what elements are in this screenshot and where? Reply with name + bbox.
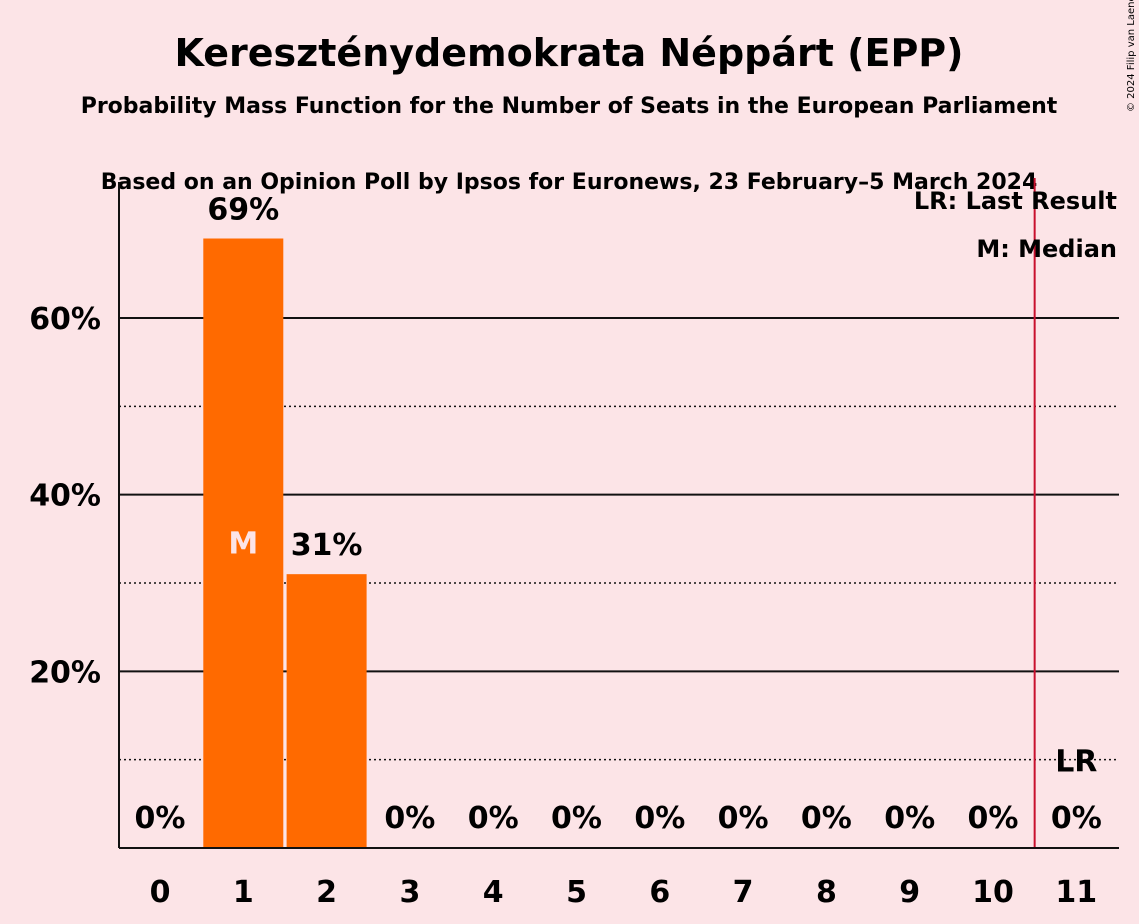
y-tick-label: 40% <box>29 479 101 514</box>
x-tick-label: 6 <box>649 875 670 910</box>
chart-subtitle: Probability Mass Function for the Number… <box>81 94 1058 119</box>
x-tick-label: 7 <box>733 875 754 910</box>
axes: 20% 40% 60% 0 1 2 3 4 5 6 7 8 9 10 11 <box>29 178 1119 910</box>
x-tick-label: 0 <box>150 875 171 910</box>
bar-value-label: 0% <box>551 801 602 836</box>
median-marker: M <box>228 526 258 561</box>
x-tick-label: 4 <box>483 875 504 910</box>
x-tick-label: 1 <box>233 875 254 910</box>
bar-value-label: 0% <box>801 801 852 836</box>
bar-labels: 0% 69% 31% 0% 0% 0% 0% 0% 0% 0% 0% 0% M LR <box>135 193 1102 837</box>
legend-entry: M: Median <box>976 235 1117 263</box>
bar-value-label: 0% <box>1051 801 1102 836</box>
gridlines <box>119 317 1119 761</box>
legend-entry: LR: Last Result <box>914 187 1117 215</box>
x-tick-label: 2 <box>316 875 337 910</box>
x-tick-label: 8 <box>816 875 837 910</box>
bar <box>286 574 367 848</box>
bar-value-label: 0% <box>384 801 435 836</box>
last-result-marker: LR <box>1055 745 1097 780</box>
bars <box>203 238 367 848</box>
bar-value-label: 0% <box>135 801 186 836</box>
legend: LR: Last Result M: Median <box>914 187 1117 263</box>
chart-subtitle-2: Based on an Opinion Poll by Ipsos for Eu… <box>101 170 1038 195</box>
x-tick-label: 11 <box>1055 875 1097 910</box>
bar-value-label: 0% <box>884 801 935 836</box>
y-tick-label: 20% <box>29 655 101 690</box>
bar-value-label: 0% <box>968 801 1019 836</box>
bar-value-label: 69% <box>207 193 279 228</box>
y-tick-label: 60% <box>29 302 101 337</box>
bar-value-label: 0% <box>468 801 519 836</box>
x-tick-label: 10 <box>972 875 1014 910</box>
bar-value-label: 0% <box>634 801 685 836</box>
bar-value-label: 0% <box>718 801 769 836</box>
x-tick-label: 3 <box>399 875 420 910</box>
x-tick-label: 9 <box>899 875 920 910</box>
copyright: © 2024 Filip van Laenen <box>1126 0 1137 112</box>
x-tick-label: 5 <box>566 875 587 910</box>
chart-title: Kereszténydemokrata Néppárt (EPP) <box>174 31 963 75</box>
bar-value-label: 31% <box>291 528 363 563</box>
bar <box>203 238 284 848</box>
